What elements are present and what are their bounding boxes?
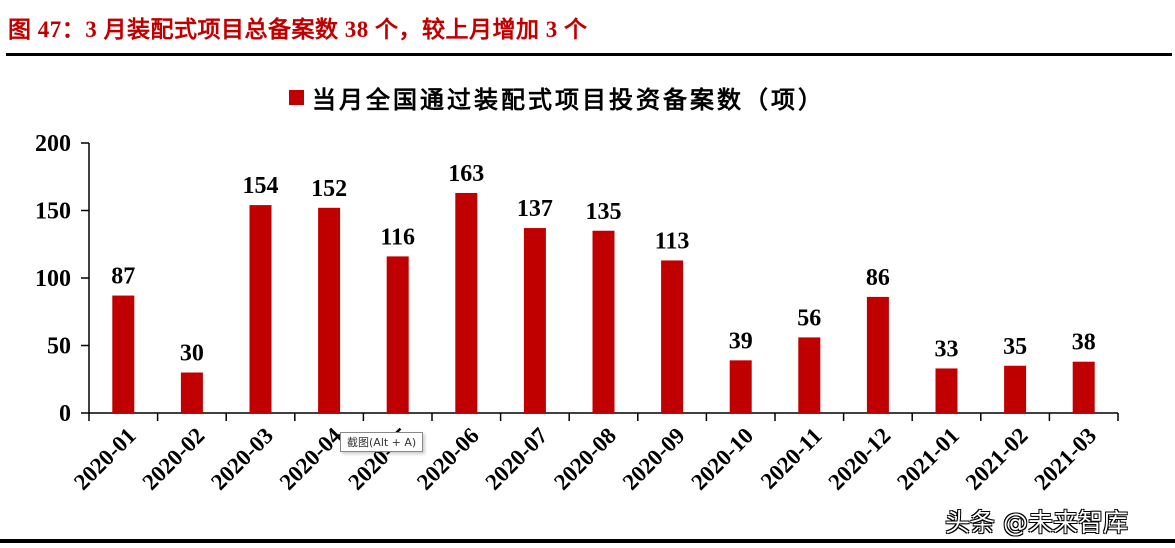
bar-value-label: 86 xyxy=(866,265,890,291)
x-category-label: 2020-11 xyxy=(756,423,827,494)
y-tick-label: 200 xyxy=(35,131,71,157)
chart-bars xyxy=(112,192,1095,413)
bar-value-label: 137 xyxy=(517,196,553,222)
bar-value-label: 33 xyxy=(935,336,959,362)
bar xyxy=(661,260,684,413)
legend-swatch xyxy=(289,90,304,105)
bar-value-label: 154 xyxy=(243,173,279,199)
bar xyxy=(1072,361,1095,413)
x-category-label: 2021-03 xyxy=(1029,423,1101,495)
bar-value-label: 56 xyxy=(797,305,821,331)
x-category-label: 2020-04 xyxy=(275,423,347,495)
y-tick-label: 0 xyxy=(59,401,71,427)
x-category-label: 2020-02 xyxy=(138,423,210,495)
bar xyxy=(318,207,341,413)
y-tick-label: 50 xyxy=(47,334,71,360)
x-category-label: 2020-03 xyxy=(206,423,278,495)
watermark: 头条 @未来智库 xyxy=(945,508,1128,537)
figure-title: 图 47：3 月装配式项目总备案数 38 个，较上月增加 3 个 xyxy=(8,17,588,42)
bar-value-label: 38 xyxy=(1072,330,1096,356)
x-category-label: 2020-01 xyxy=(69,423,141,495)
bottom-divider xyxy=(0,539,1175,543)
y-tick-label: 150 xyxy=(35,199,71,225)
x-category-label: 2020-08 xyxy=(549,423,621,495)
chart-data-labels: 87 30 154 152 116 163 137 135 113 39 56 86 33 35 38 xyxy=(111,161,1095,367)
bar-value-label: 113 xyxy=(655,228,690,254)
x-category-label: 2020-09 xyxy=(618,423,690,495)
bar xyxy=(866,296,889,413)
x-category-label: 2021-01 xyxy=(892,423,964,495)
top-divider xyxy=(6,53,1172,56)
bar xyxy=(592,230,615,413)
bar xyxy=(112,295,135,413)
screenshot-tooltip: 截图(Alt + A) xyxy=(340,432,424,452)
bar-value-label: 152 xyxy=(311,176,347,202)
x-category-label: 2020-12 xyxy=(824,423,896,495)
bar-value-label: 163 xyxy=(448,161,484,187)
bar-value-label: 116 xyxy=(380,224,415,250)
x-category-label: 2020-10 xyxy=(686,423,758,495)
bar xyxy=(455,192,478,413)
bar-value-label: 30 xyxy=(180,341,204,367)
bar xyxy=(180,372,203,413)
bar xyxy=(386,256,409,413)
bar xyxy=(729,360,752,413)
bar xyxy=(798,337,821,413)
bar-value-label: 135 xyxy=(586,199,622,225)
x-category-label: 2020-07 xyxy=(481,423,553,495)
x-category-label: 2021-02 xyxy=(961,423,1033,495)
bar-value-label: 87 xyxy=(111,264,135,290)
y-tick-label: 100 xyxy=(35,266,71,292)
bar xyxy=(1004,365,1027,413)
bar xyxy=(935,368,958,413)
bar-value-label: 35 xyxy=(1003,334,1027,360)
bar xyxy=(523,228,546,413)
bar-value-label: 39 xyxy=(729,328,753,354)
chart-legend: 当月全国通过装配式项目投资备案数（项） xyxy=(289,80,825,115)
chart-category-labels: 2020-012020-022020-032020-042020-052020-… xyxy=(69,423,1101,495)
legend-label: 当月全国通过装配式项目投资备案数（项） xyxy=(312,86,825,114)
bar xyxy=(249,205,272,413)
